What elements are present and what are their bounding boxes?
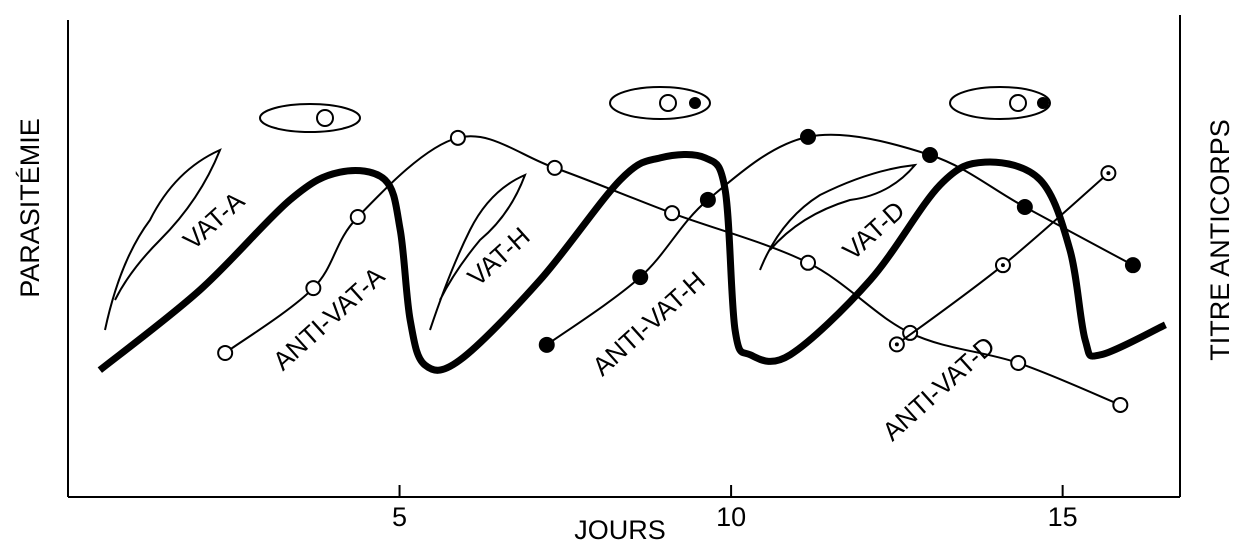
point-dot xyxy=(1106,171,1110,175)
data-point xyxy=(548,161,562,175)
data-point xyxy=(1113,398,1127,412)
point-dot xyxy=(1001,263,1005,267)
x-axis-label: JOURS xyxy=(574,515,666,545)
data-point xyxy=(1018,200,1032,214)
data-point xyxy=(801,130,815,144)
y2-axis-label: TITRE ANTICORPS xyxy=(1205,119,1235,361)
data-point xyxy=(801,256,815,270)
data-point xyxy=(1011,356,1025,370)
x-tick-label: 15 xyxy=(1048,502,1078,532)
data-point xyxy=(451,131,465,145)
x-tick-label: 10 xyxy=(716,502,746,532)
point-dot xyxy=(895,342,899,346)
data-point xyxy=(633,270,647,284)
data-point xyxy=(923,148,937,162)
series-label: ANTI-VAT-A xyxy=(267,260,391,376)
annotation: VAT-H xyxy=(462,221,536,292)
data-point xyxy=(306,281,320,295)
data-point xyxy=(1126,258,1140,272)
x-tick-label: 5 xyxy=(392,502,407,532)
annotation: VAT-D xyxy=(837,195,911,266)
annotation: VAT-A xyxy=(177,185,251,255)
data-point xyxy=(540,338,554,352)
series-label: ANTI-VAT-H xyxy=(586,265,711,381)
chart: JOURS PARASITÉMIE TITRE ANTICORPS 5 10 15 A… xyxy=(0,0,1247,552)
data-point xyxy=(351,210,365,224)
y-axis-label: PARASITÉMIE xyxy=(15,118,45,298)
data-point xyxy=(665,206,679,220)
data-point xyxy=(701,193,715,207)
data-point xyxy=(218,346,232,360)
